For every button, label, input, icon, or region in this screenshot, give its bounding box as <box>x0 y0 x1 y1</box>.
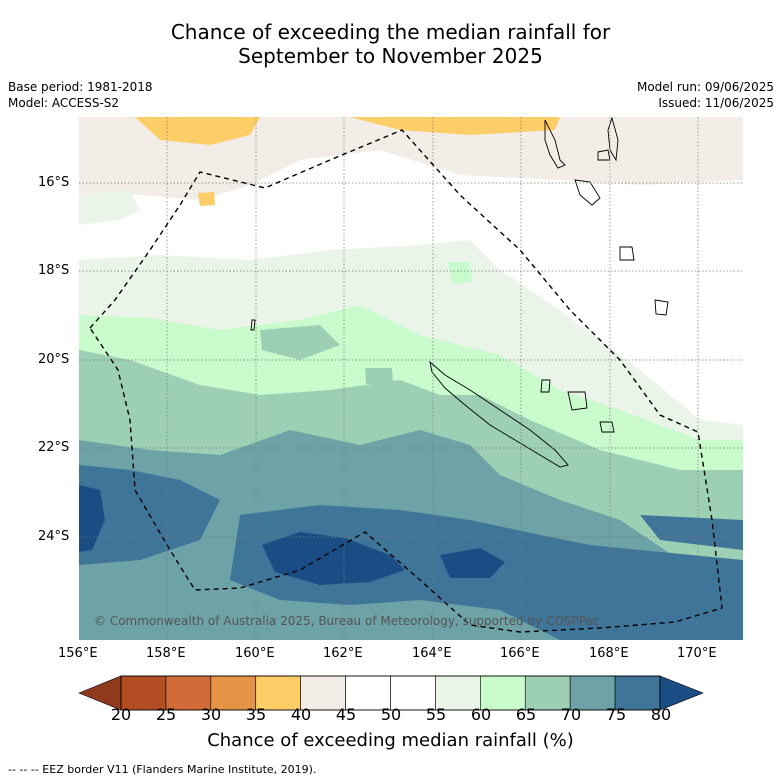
vanuatu-efate-coastline <box>619 246 635 261</box>
chart-title-line-2: September to November 2025 <box>238 44 543 68</box>
colorbar-segment <box>569 675 616 711</box>
vanuatu-malakula-coastline <box>574 179 601 206</box>
colorbar <box>78 675 704 711</box>
colorbar-label: 40 <box>290 705 312 724</box>
lon-label-168e: 168°E <box>589 646 629 661</box>
colorbar-segment <box>300 675 346 711</box>
contour-band-65-70 <box>260 325 340 360</box>
vanuatu-tanna-coastline <box>654 299 669 316</box>
contour-band-75-80 <box>640 515 743 550</box>
lat-label-16s: 16°S <box>38 175 70 190</box>
copyright-notice: © Commonwealth of Australia 2025, Bureau… <box>94 614 600 628</box>
new-caledonia-coastline <box>429 360 569 468</box>
contour-band-35-40 <box>135 117 260 145</box>
colorbar-frame <box>120 675 661 711</box>
model-run-label: Model run: 09/06/2025 <box>636 80 774 94</box>
colorbar-label: 45 <box>335 705 357 724</box>
colorbar-segment <box>435 675 481 711</box>
colorbar-title: Chance of exceeding median rainfall (%) <box>207 730 574 751</box>
colorbar-label: 65 <box>515 705 537 724</box>
contour-band-80-plus <box>262 532 405 585</box>
issued-label: Issued: 11/06/2025 <box>658 96 774 110</box>
contour-band-80-plus <box>79 485 105 552</box>
colorbar-label: 60 <box>470 705 492 724</box>
colorbar-label: 50 <box>380 705 402 724</box>
lon-label-160e: 160°E <box>235 646 275 661</box>
colorbar-label: 20 <box>110 705 132 724</box>
contour-band-65-70 <box>365 368 393 384</box>
colorbar-segment <box>614 675 661 711</box>
lon-label-166e: 166°E <box>500 646 540 661</box>
lon-label-162e: 162°E <box>323 646 363 661</box>
lon-label-164e: 164°E <box>412 646 452 661</box>
lat-label-18s: 18°S <box>38 263 70 278</box>
contour-band-80-plus <box>440 548 505 578</box>
contour-band-35-40 <box>198 192 215 206</box>
lat-label-22s: 22°S <box>38 440 70 455</box>
eez-legend-note: -- -- -- EEZ border V11 (Flanders Marine… <box>8 763 317 776</box>
coastline-group <box>250 117 669 468</box>
colorbar-label: 55 <box>425 705 447 724</box>
contour-band-40-45 <box>79 117 743 200</box>
chart-title-line-1: Chance of exceeding the median rainfall … <box>170 20 611 44</box>
model-label: Model: ACCESS-S2 <box>8 96 120 110</box>
colorbar-segment <box>210 675 257 711</box>
loyalty-islands-coastline <box>599 421 615 433</box>
island-coastline <box>250 319 256 331</box>
colorbar-label: 70 <box>560 705 582 724</box>
colorbar-label: 30 <box>200 705 222 724</box>
contour-band-55-60 <box>79 190 140 225</box>
colorbar-label: 25 <box>155 705 177 724</box>
rainfall-contour-field <box>79 117 743 640</box>
lon-label-158e: 158°E <box>146 646 186 661</box>
colorbar-segment <box>524 675 571 711</box>
colorbar-segment <box>480 675 526 711</box>
colorbar-label: 80 <box>650 705 672 724</box>
lat-label-24s: 24°S <box>38 529 70 544</box>
vanuatu-espiritu-santo-coastline <box>544 119 566 169</box>
lat-label-20s: 20°S <box>38 352 70 367</box>
colorbar-segment <box>165 675 212 711</box>
lon-label-156e: 156°E <box>58 646 98 661</box>
map-gridlines <box>79 117 743 640</box>
contour-band-60-65 <box>448 262 472 284</box>
base-period-label: Base period: 1981-2018 <box>8 80 153 94</box>
contour-band-35-40 <box>350 117 560 135</box>
colorbar-label: 75 <box>605 705 627 724</box>
colorbar-segment <box>120 675 167 711</box>
loyalty-islands-coastline <box>540 379 551 393</box>
colorbar-segment <box>345 675 391 711</box>
lon-label-170e: 170°E <box>677 646 717 661</box>
colorbar-segments <box>120 675 661 711</box>
vanuatu-island-coastline <box>607 117 619 162</box>
colorbar-label: 35 <box>245 705 267 724</box>
eez-border <box>89 129 723 633</box>
loyalty-islands-coastline <box>567 391 588 411</box>
